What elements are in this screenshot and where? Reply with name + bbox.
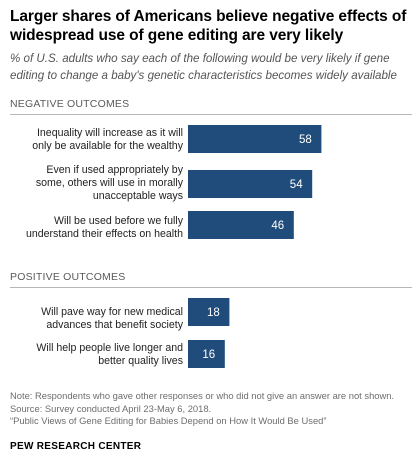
bar-medical-advances-value-label: 18	[207, 307, 220, 319]
label-line: Will be used before we fully	[54, 215, 183, 227]
bar-live-longer	[188, 340, 225, 368]
note-text: Note: Respondents who gave other respons…	[10, 390, 395, 401]
category-label-before-understanding: Will be used before we fully understand …	[8, 215, 183, 241]
category-label-inequality: Inequality will increase as it will only…	[8, 127, 183, 153]
bar-inequality	[188, 125, 322, 153]
section-label-positive: POSITIVE OUTCOMES	[10, 271, 126, 283]
label-line: Will pave way for new medical	[41, 306, 183, 318]
label-line: Even if used appropriately by	[46, 164, 183, 176]
source-text: Source: Survey conducted April 23-May 6,…	[10, 402, 212, 414]
label-line: Inequality will increase as it will	[36, 127, 183, 139]
bar-morally-unacceptable-value-label: 54	[290, 179, 303, 191]
label-line: some, others will use in morally	[35, 177, 183, 189]
label-line: better quality lives	[98, 355, 183, 367]
report-title: “Public Views of Gene Editing for Babies…	[10, 415, 327, 426]
org-logo-text: PEW RESEARCH CENTER	[10, 441, 142, 452]
category-label-medical-advances: Will pave way for new medical advances t…	[8, 306, 183, 332]
label-line: understand their effects on health	[25, 228, 183, 240]
label-line: advances that benefit society	[46, 319, 183, 331]
label-line: only be available for the wealthy	[32, 140, 183, 152]
category-label-live-longer: Will help people live longer and better …	[8, 342, 183, 368]
section-divider-negative	[10, 114, 412, 115]
label-line: unacceptable ways	[92, 190, 183, 202]
bar-before-understanding-value-label: 46	[271, 220, 284, 232]
category-label-morally-unacceptable: Even if used appropriately by some, othe…	[8, 164, 183, 203]
notes-block: Note: Respondents who gave other respons…	[10, 390, 414, 428]
bar-morally-unacceptable	[188, 170, 313, 198]
chart-subtitle: % of U.S. adults who say each of the fol…	[10, 52, 397, 82]
bar-inequality-value-label: 58	[299, 134, 312, 146]
bar-live-longer-value-label: 16	[202, 349, 215, 361]
section-label-negative: NEGATIVE OUTCOMES	[10, 98, 130, 110]
label-line: Will help people live longer and	[36, 342, 183, 354]
bar-medical-advances	[188, 298, 230, 326]
bar-before-understanding	[188, 211, 294, 239]
section-divider-positive	[10, 287, 412, 288]
chart-title: Larger shares of Americans believe negat…	[10, 8, 407, 44]
